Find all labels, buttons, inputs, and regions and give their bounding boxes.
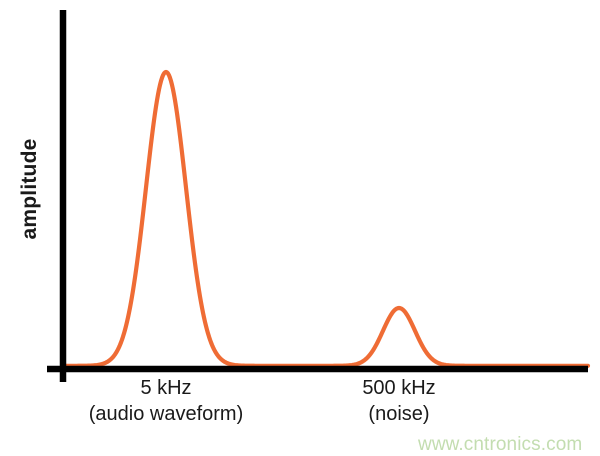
x-tick-label-5khz-main: 5 kHz bbox=[140, 377, 192, 399]
y-axis-label: amplitude bbox=[18, 138, 41, 240]
spectrum-curve bbox=[63, 69, 591, 368]
x-tick-label-500khz-main: 500 kHz bbox=[362, 377, 436, 399]
x-tick-label-5khz-sub: (audio waveform) bbox=[88, 403, 244, 425]
watermark-text: www.cntronics.com bbox=[418, 434, 583, 455]
x-tick-label-500khz-sub: (noise) bbox=[368, 403, 430, 425]
x-tick-label-5khz: 5 kHz (audio waveform) bbox=[66, 375, 266, 428]
x-tick-label-500khz: 500 kHz (noise) bbox=[319, 375, 479, 428]
